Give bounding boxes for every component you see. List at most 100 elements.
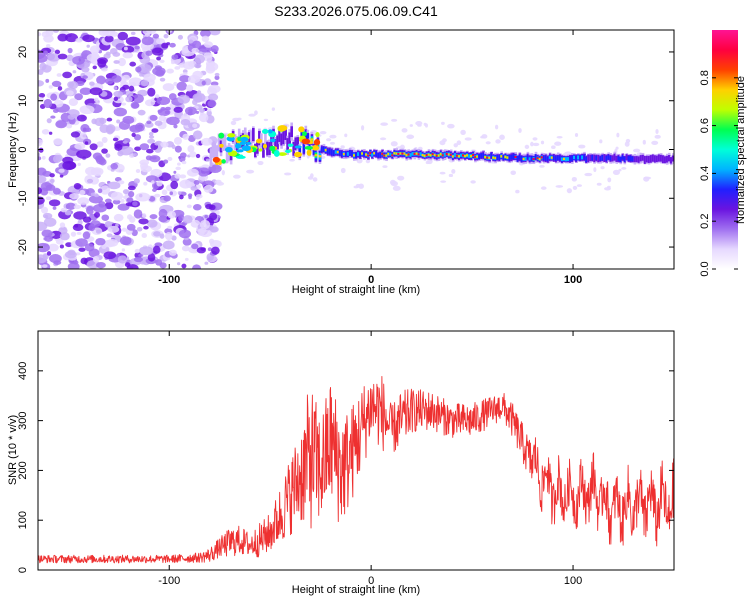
noise-blob	[45, 196, 52, 201]
snr-y-ticks: 0 100 200 300 400	[17, 362, 674, 573]
noise-blob	[53, 138, 63, 146]
ridge-band	[377, 153, 380, 158]
noise-blob	[132, 93, 144, 104]
noise-blob	[175, 166, 181, 171]
noise-speckle	[401, 128, 408, 133]
noise-blob	[101, 214, 110, 222]
noise-blob	[190, 186, 198, 191]
noise-speckle	[232, 117, 240, 122]
y-tick-label: 0	[17, 567, 29, 573]
noise-blob	[70, 131, 81, 138]
ridge-band	[613, 153, 617, 161]
ridge-band	[671, 155, 674, 162]
ridge-blob	[258, 148, 263, 152]
noise-speckle	[607, 177, 612, 183]
noise-blob	[46, 44, 51, 48]
noise-blob	[125, 36, 141, 46]
noise-blob	[214, 75, 220, 81]
ridge-band	[276, 135, 279, 150]
noise-blob	[138, 246, 154, 256]
noise-blob	[47, 243, 59, 252]
noise-blob	[170, 60, 175, 65]
ridge-blob	[212, 156, 221, 163]
noise-blob	[177, 94, 191, 104]
ridge-blob	[298, 126, 305, 133]
noise-blob	[192, 130, 203, 140]
noise-blob	[121, 102, 127, 106]
noise-speckle	[453, 143, 459, 148]
noise-blob	[95, 237, 106, 246]
ridge-band	[482, 152, 485, 158]
noise-blob	[176, 81, 188, 91]
ridge-band	[657, 154, 661, 162]
noise-blob	[171, 235, 177, 241]
noise-blob	[143, 73, 156, 83]
figure-title: S233.2026.075.06.09.C41	[274, 3, 438, 19]
noise-blob	[187, 145, 195, 153]
ridge-core	[318, 155, 322, 158]
noise-speckle	[391, 118, 398, 122]
noise-blob	[132, 153, 138, 157]
ridge-blob	[311, 145, 320, 151]
noise-blob	[129, 61, 137, 67]
x-tick-label: 0	[368, 575, 374, 587]
ridge-band	[298, 147, 302, 157]
ridge-core	[342, 153, 346, 156]
noise-speckle	[515, 189, 520, 194]
ridge-blob	[306, 149, 312, 156]
noise-blob	[131, 229, 138, 237]
noise-speckle	[554, 141, 562, 146]
noise-blob	[173, 81, 178, 86]
noise-blob	[65, 33, 78, 43]
noise-speckle	[448, 173, 454, 178]
ridge-band	[294, 137, 298, 151]
noise-blob	[121, 248, 126, 252]
noise-speckle	[415, 121, 423, 126]
noise-blob	[64, 250, 77, 259]
ridge-band	[296, 137, 300, 149]
noise-blob	[57, 33, 68, 42]
ridge-core	[439, 152, 443, 156]
ridge-core	[532, 157, 536, 161]
noise-blob	[112, 52, 121, 57]
ridge-blob	[269, 138, 276, 143]
ridge-core	[451, 155, 455, 158]
noise-blob	[139, 143, 150, 151]
noise-blob	[55, 154, 63, 162]
noise-blob	[65, 242, 73, 248]
noise-speckle	[624, 141, 630, 147]
noise-speckle	[571, 176, 577, 182]
noise-blob	[155, 38, 166, 45]
ridge-band	[359, 152, 362, 158]
noise-blob	[197, 167, 210, 177]
ridge-core	[486, 156, 489, 159]
noise-blob	[122, 74, 131, 81]
noise-blob	[154, 141, 160, 146]
noise-blob	[204, 214, 208, 219]
noise-speckle	[356, 158, 363, 164]
noise-speckle	[495, 139, 501, 144]
noise-speckle	[319, 130, 327, 135]
noise-blob	[94, 211, 101, 218]
ridge-blob	[226, 136, 235, 142]
ridge-band	[330, 149, 334, 156]
ridge-band	[609, 156, 613, 161]
noise-blob	[167, 210, 177, 219]
ridge-band	[577, 155, 580, 160]
noise-blob	[169, 42, 176, 48]
ridge-band	[516, 155, 520, 162]
noise-speckle	[539, 164, 545, 168]
noise-blob	[74, 143, 86, 150]
noise-speckle	[510, 170, 517, 175]
noise-blob	[180, 119, 191, 126]
noise-blob	[199, 108, 206, 113]
noise-blob	[46, 251, 52, 256]
noise-blob	[97, 57, 108, 65]
noise-blob	[86, 178, 94, 184]
ridge-band	[548, 155, 552, 159]
ridge-band	[512, 153, 516, 160]
noise-speckle	[344, 133, 348, 138]
ridge-core	[445, 152, 449, 156]
noise-blob	[192, 92, 206, 103]
